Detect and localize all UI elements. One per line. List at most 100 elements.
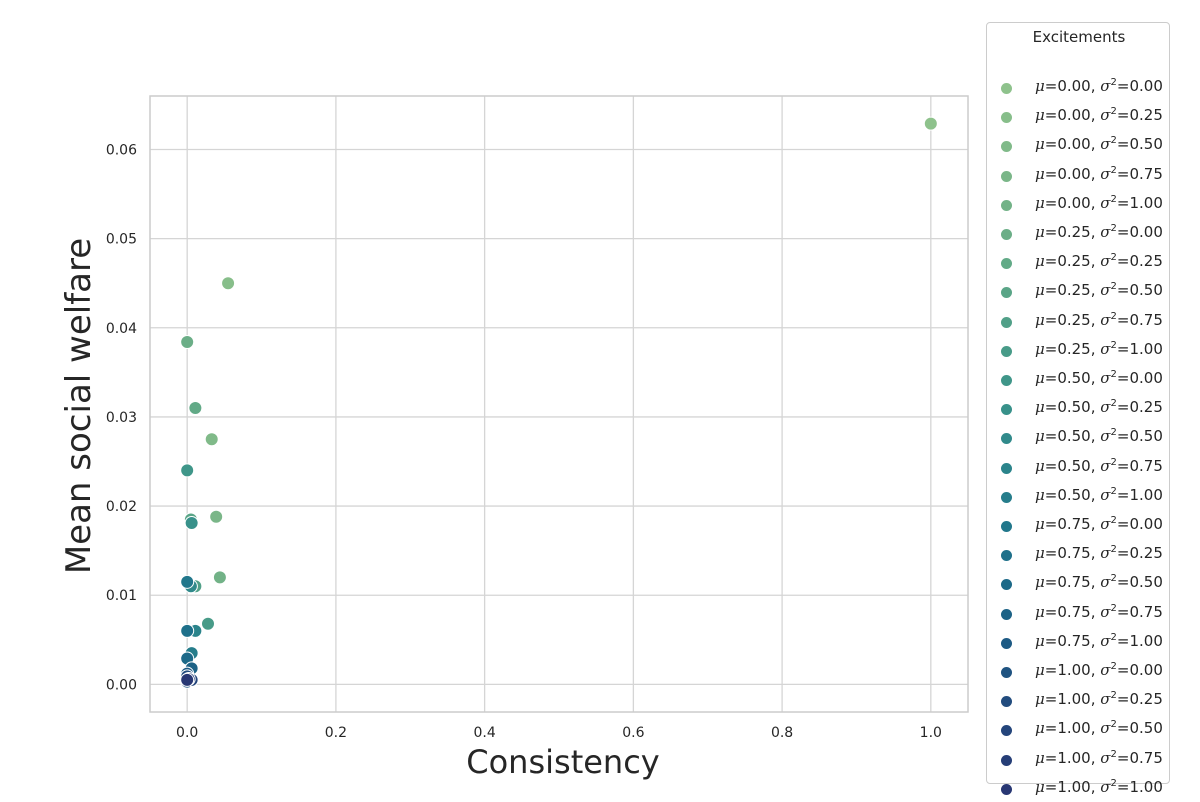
legend-item: μ=0.00, σ2=1.00 xyxy=(1001,192,1169,218)
legend-label: μ=1.00, σ2=0.25 xyxy=(1035,690,1163,709)
legend-marker xyxy=(1001,199,1012,211)
legend-label: μ=0.75, σ2=0.25 xyxy=(1035,544,1163,563)
x-axis-ticks: 0.0 0.2 0.4 0.6 0.8 1.0 xyxy=(176,725,942,741)
legend-label: μ=0.25, σ2=1.00 xyxy=(1035,339,1163,358)
legend-item: μ=0.75, σ2=0.00 xyxy=(1001,513,1169,539)
legend-item: μ=1.00, σ2=0.75 xyxy=(1001,747,1169,773)
legend-item: μ=0.25, σ2=1.00 xyxy=(1001,338,1169,364)
legend-marker xyxy=(1001,608,1012,620)
y-tick-label: 0.02 xyxy=(106,499,137,515)
legend-label: μ=0.50, σ2=1.00 xyxy=(1035,485,1163,504)
legend-item: μ=0.50, σ2=0.50 xyxy=(1001,425,1169,451)
legend-label: μ=0.00, σ2=0.50 xyxy=(1035,135,1163,154)
grid-lines xyxy=(150,96,968,712)
legend-label: μ=0.00, σ2=0.00 xyxy=(1035,77,1163,95)
legend-label: μ=0.75, σ2=0.75 xyxy=(1035,602,1163,621)
legend-label: μ=0.75, σ2=0.00 xyxy=(1035,515,1163,533)
legend-label: μ=1.00, σ2=0.00 xyxy=(1035,661,1163,679)
legend-item: μ=0.25, σ2=0.50 xyxy=(1001,279,1169,305)
legend-marker xyxy=(1001,229,1012,240)
legend-title: Excitements xyxy=(1032,28,1126,46)
x-tick-label: 0.2 xyxy=(325,725,347,741)
legend-marker xyxy=(1001,112,1012,124)
legend-item: μ=0.00, σ2=0.25 xyxy=(1001,104,1169,130)
scatter-point xyxy=(923,116,938,131)
x-tick-label: 0.4 xyxy=(474,725,496,741)
legend-marker xyxy=(1001,521,1012,532)
legend-marker xyxy=(1001,83,1012,94)
legend-marker xyxy=(1001,141,1012,153)
scatter-point xyxy=(212,570,227,585)
legend-label: μ=0.75, σ2=1.00 xyxy=(1035,631,1163,650)
scatter-point xyxy=(221,276,236,291)
legend-marker xyxy=(1001,404,1012,416)
legend-item: μ=0.25, σ2=0.00 xyxy=(1001,221,1169,247)
legend-item: μ=0.50, σ2=0.75 xyxy=(1001,455,1169,481)
x-tick-label: 0.8 xyxy=(771,725,793,741)
scatter-point xyxy=(201,616,216,631)
legend-item: μ=0.25, σ2=0.75 xyxy=(1001,309,1169,335)
legend-marker xyxy=(1001,491,1012,503)
legend-item: μ=0.75, σ2=1.00 xyxy=(1001,630,1169,656)
legend-item: μ=0.50, σ2=0.00 xyxy=(1001,367,1169,393)
scatter-point xyxy=(209,509,224,524)
legend-label: μ=1.00, σ2=0.75 xyxy=(1035,748,1163,767)
legend-marker xyxy=(1001,696,1012,708)
legend-marker xyxy=(1001,433,1012,445)
scatter-point xyxy=(180,463,195,478)
legend-label: μ=0.50, σ2=0.00 xyxy=(1035,369,1163,387)
legend-marker xyxy=(1001,345,1012,357)
legend-marker xyxy=(1001,637,1012,649)
y-tick-label: 0.03 xyxy=(106,410,137,426)
legend-item: μ=1.00, σ2=0.00 xyxy=(1001,659,1169,685)
x-tick-label: 0.6 xyxy=(622,725,644,741)
scatter-point xyxy=(180,574,195,589)
data-points xyxy=(180,116,938,689)
legend-marker xyxy=(1001,783,1012,795)
legend-item: μ=0.75, σ2=0.75 xyxy=(1001,601,1169,627)
legend-item: μ=1.00, σ2=0.25 xyxy=(1001,688,1169,714)
legend-item: μ=0.50, σ2=0.25 xyxy=(1001,396,1169,422)
legend-marker xyxy=(1001,375,1012,386)
legend-marker xyxy=(1001,170,1012,182)
y-tick-label: 0.04 xyxy=(106,321,137,337)
legend-marker xyxy=(1001,579,1012,591)
legend-marker xyxy=(1001,287,1012,299)
x-tick-label: 1.0 xyxy=(920,725,942,741)
legend-marker xyxy=(1001,667,1012,678)
legend-item: μ=1.00, σ2=1.00 xyxy=(1001,776,1169,802)
legend-marker xyxy=(1001,754,1012,766)
legend-marker xyxy=(1001,725,1012,737)
legend-label: μ=0.25, σ2=0.25 xyxy=(1035,252,1163,271)
y-tick-label: 0.05 xyxy=(106,232,137,248)
y-tick-label: 0.01 xyxy=(106,588,137,604)
y-tick-label: 0.06 xyxy=(106,142,137,158)
scatter-point xyxy=(204,432,219,447)
legend-item: μ=0.75, σ2=0.25 xyxy=(1001,542,1169,568)
legend-label: μ=0.00, σ2=1.00 xyxy=(1035,193,1163,212)
legend-label: μ=1.00, σ2=1.00 xyxy=(1035,777,1163,796)
legend-label: μ=1.00, σ2=0.50 xyxy=(1035,719,1163,738)
x-tick-label: 0.0 xyxy=(176,725,198,741)
legend-label: μ=0.00, σ2=0.75 xyxy=(1035,164,1163,183)
legend-item: μ=0.00, σ2=0.50 xyxy=(1001,133,1169,159)
legend-item: μ=1.00, σ2=0.50 xyxy=(1001,717,1169,743)
legend-marker xyxy=(1001,316,1012,328)
legend: Excitements μ=0.00, σ2=0.00 μ=0.00, σ2=0.… xyxy=(986,22,1170,796)
scatter-point xyxy=(184,516,199,531)
scatter-point xyxy=(188,401,203,416)
y-axis-ticks: 0.00 0.01 0.02 0.03 0.04 0.05 0.06 xyxy=(106,142,137,693)
scatter-point xyxy=(180,623,195,638)
plot-frame xyxy=(149,95,969,713)
y-tick-label: 0.00 xyxy=(106,677,137,693)
legend-item: μ=0.75, σ2=0.50 xyxy=(1001,571,1169,597)
legend-label: μ=0.50, σ2=0.75 xyxy=(1035,456,1163,475)
y-axis-label: Mean social welfare xyxy=(59,238,99,574)
legend-marker xyxy=(1001,550,1012,562)
x-axis-label: Consistency xyxy=(466,743,659,781)
legend-item: μ=0.00, σ2=0.75 xyxy=(1001,163,1169,189)
legend-item: μ=0.25, σ2=0.25 xyxy=(1001,250,1169,276)
scatter-point xyxy=(180,335,195,350)
legend-item: μ=0.50, σ2=1.00 xyxy=(1001,484,1169,510)
